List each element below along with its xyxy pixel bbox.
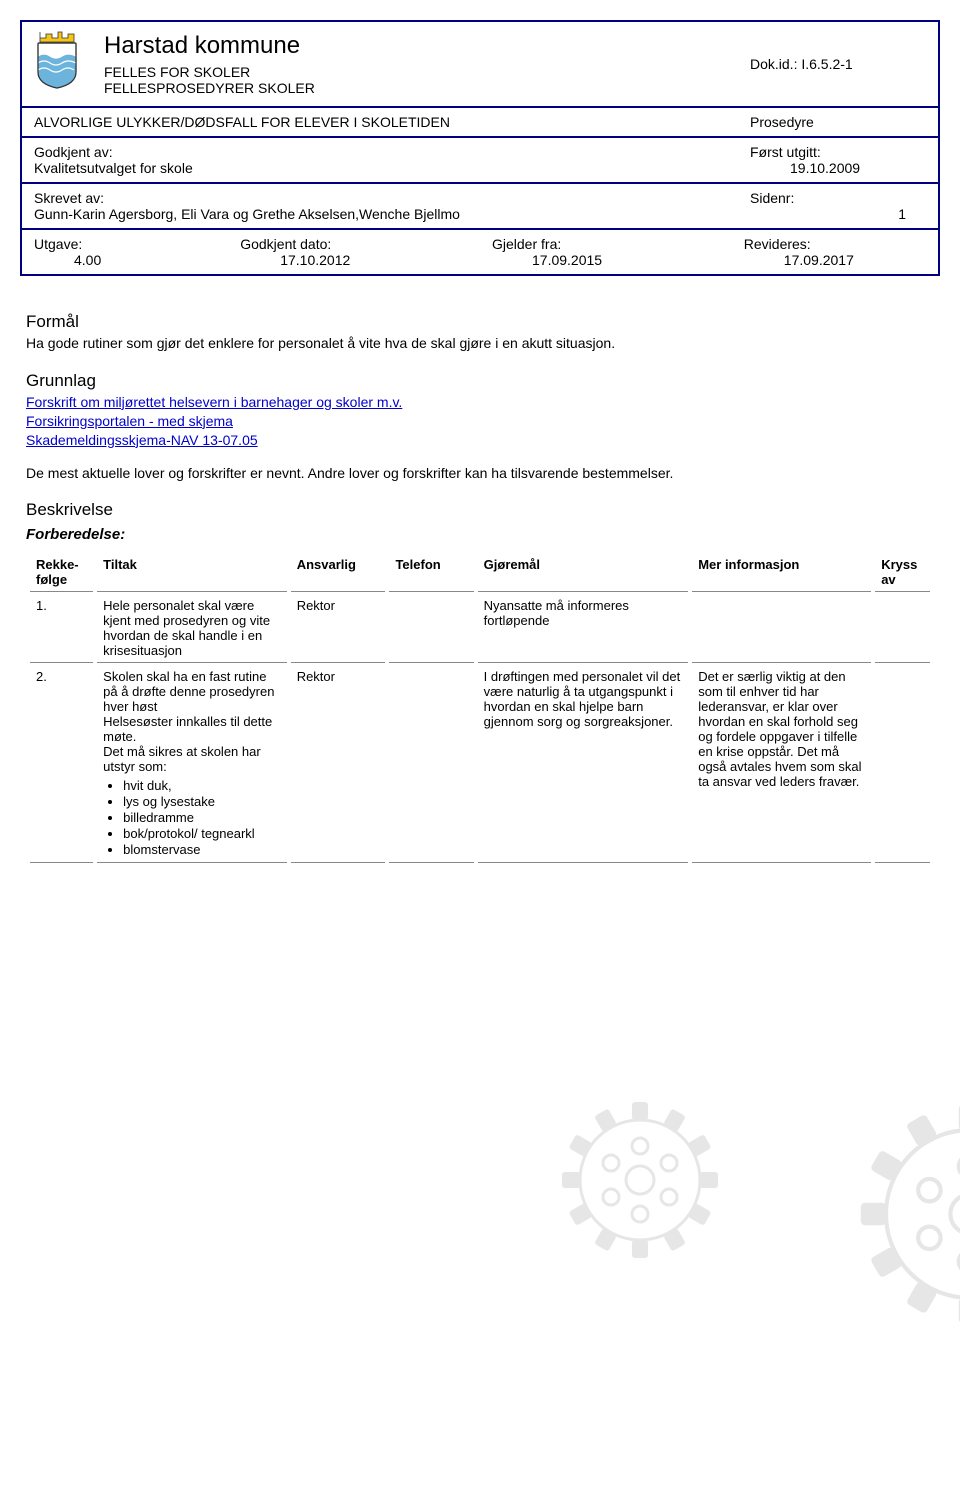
skrevet-value: Gunn-Karin Agersborg, Eli Vara og Grethe… — [34, 206, 460, 222]
docid-cell: Dok.id.: I.6.5.2-1 — [738, 22, 938, 106]
list-item: bok/protokol/ tegnearkl — [123, 826, 281, 841]
cell-tiltak: Hele personalet skal være kjent med pros… — [97, 594, 287, 663]
list-item: lys og lysestake — [123, 794, 281, 809]
cell-telefon — [389, 665, 473, 863]
header-line3: FELLESPROSEDYRER SKOLER — [104, 80, 726, 96]
table-header-row: Rekke-følge Tiltak Ansvarlig Telefon Gjø… — [30, 553, 930, 592]
cell-mer: Det er særlig viktig at den som til enhv… — [692, 665, 871, 863]
cell-num: 1. — [30, 594, 93, 663]
th-gjoremal: Gjøremål — [478, 553, 689, 592]
author-left: Skrevet av: Gunn-Karin Agersborg, Eli Va… — [22, 184, 738, 228]
godkjentdato-cell: Godkjent dato: 17.10.2012 — [228, 230, 480, 274]
godkjent-value: Kvalitetsutvalget for skole — [34, 160, 193, 176]
list-item: hvit duk, — [123, 778, 281, 793]
formal-heading: Formål — [26, 312, 934, 332]
th-telefon: Telefon — [389, 553, 473, 592]
cell-kryss — [875, 665, 930, 863]
formal-text: Ha gode rutiner som gjør det enklere for… — [26, 334, 934, 353]
utgave-label: Utgave: — [34, 236, 82, 252]
list-item: billedramme — [123, 810, 281, 825]
tiltak-list: hvit duk, lys og lysestake billedramme b… — [103, 778, 281, 857]
godkjentdato-label: Godkjent dato: — [240, 236, 331, 252]
utgave-value: 4.00 — [34, 252, 216, 268]
revideres-value: 17.09.2017 — [744, 252, 926, 268]
cell-mer — [692, 594, 871, 663]
utgitt-label: Først utgitt: — [750, 144, 821, 160]
cell-ansvarlig: Rektor — [291, 665, 386, 863]
th-mer: Mer informasjon — [692, 553, 871, 592]
title-cell: Harstad kommune FELLES FOR SKOLER FELLES… — [92, 22, 738, 106]
approved-row: Godkjent av: Kvalitetsutvalget for skole… — [22, 138, 938, 184]
grunnlag-links: Forskrift om miljørettet helsevern i bar… — [26, 393, 934, 450]
doc-title-row: ALVORLIGE ULYKKER/DØDSFALL FOR ELEVER I … — [22, 108, 938, 138]
tiltak-pre: Skolen skal ha en fast rutine på å drøft… — [103, 669, 274, 774]
cell-tiltak: Skolen skal ha en fast rutine på å drøft… — [97, 665, 287, 863]
sidenr-value: 1 — [750, 206, 926, 222]
revideres-label: Revideres: — [744, 236, 811, 252]
forberedelse-table: Rekke-følge Tiltak Ansvarlig Telefon Gjø… — [26, 551, 934, 865]
doc-title: ALVORLIGE ULYKKER/DØDSFALL FOR ELEVER I … — [22, 108, 738, 136]
cell-kryss — [875, 594, 930, 663]
revideres-cell: Revideres: 17.09.2017 — [732, 230, 938, 274]
gjelder-value: 17.09.2015 — [492, 252, 720, 268]
header-row: Harstad kommune FELLES FOR SKOLER FELLES… — [22, 22, 938, 108]
table-row: 2. Skolen skal ha en fast rutine på å dr… — [30, 665, 930, 863]
cell-telefon — [389, 594, 473, 663]
gjelder-cell: Gjelder fra: 17.09.2015 — [480, 230, 732, 274]
gear-watermark-icon — [480, 990, 960, 1510]
doc-type: Prosedyre — [738, 108, 938, 136]
approved-left: Godkjent av: Kvalitetsutvalget for skole — [22, 138, 738, 182]
version-row: Utgave: 4.00 Godkjent dato: 17.10.2012 G… — [22, 230, 938, 274]
approved-right: Først utgitt: 19.10.2009 — [738, 138, 938, 182]
grunnlag-note: De mest aktuelle lover og forskrifter er… — [26, 464, 934, 483]
table-row: 1. Hele personalet skal være kjent med p… — [30, 594, 930, 663]
skrevet-label: Skrevet av: — [34, 190, 104, 206]
cell-gjoremal: Nyansatte må informeres fortløpende — [478, 594, 689, 663]
grunnlag-link-1[interactable]: Forskrift om miljørettet helsevern i bar… — [26, 394, 402, 410]
th-rekke: Rekke-følge — [30, 553, 93, 592]
utgitt-value: 19.10.2009 — [750, 160, 926, 176]
body-content: Formål Ha gode rutiner som gjør det enkl… — [20, 276, 940, 865]
cell-gjoremal: I drøftingen med personalet vil det være… — [478, 665, 689, 863]
cell-num: 2. — [30, 665, 93, 863]
docid-label: Dok.id.: I.6.5.2-1 — [750, 56, 853, 72]
cell-ansvarlig: Rektor — [291, 594, 386, 663]
th-ansvarlig: Ansvarlig — [291, 553, 386, 592]
document-frame: Harstad kommune FELLES FOR SKOLER FELLES… — [20, 20, 940, 276]
sidenr-label: Sidenr: — [750, 190, 794, 206]
author-row: Skrevet av: Gunn-Karin Agersborg, Eli Va… — [22, 184, 938, 230]
kommune-logo-icon — [32, 30, 82, 90]
grunnlag-link-2[interactable]: Forsikringsportalen - med skjema — [26, 413, 233, 429]
kommune-title: Harstad kommune — [104, 32, 726, 60]
header-line2: FELLES FOR SKOLER — [104, 64, 726, 80]
beskrivelse-heading: Beskrivelse — [26, 500, 934, 520]
author-right: Sidenr: 1 — [738, 184, 938, 228]
gjelder-label: Gjelder fra: — [492, 236, 561, 252]
grunnlag-heading: Grunnlag — [26, 371, 934, 391]
th-tiltak: Tiltak — [97, 553, 287, 592]
godkjentdato-value: 17.10.2012 — [240, 252, 468, 268]
grunnlag-link-3[interactable]: Skademeldingsskjema-NAV 13-07.05 — [26, 432, 258, 448]
godkjent-label: Godkjent av: — [34, 144, 113, 160]
utgave-cell: Utgave: 4.00 — [22, 230, 228, 274]
logo-cell — [22, 22, 92, 106]
th-kryss: Kryss av — [875, 553, 930, 592]
list-item: blomstervase — [123, 842, 281, 857]
beskrivelse-sub: Forberedelse: — [26, 526, 934, 543]
